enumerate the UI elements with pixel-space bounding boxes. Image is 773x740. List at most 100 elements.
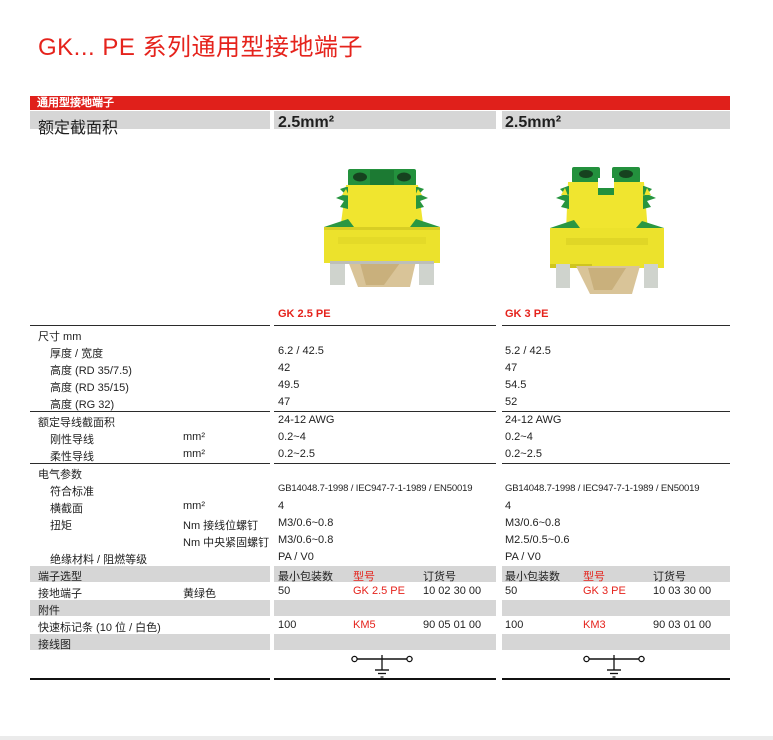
band-left <box>30 111 270 129</box>
spec-row: 扭矩 Nm 接线位螺钉 M3/0.6~0.8 M3/0.6~0.8 <box>30 515 730 532</box>
divider <box>30 411 730 412</box>
rated-value-col1: 2.5mm² <box>278 114 335 131</box>
pkg-qty-col1: 100 <box>278 619 297 631</box>
divider <box>30 325 730 326</box>
spec-row: 柔性导线 mm² 0.2~2.5 0.2~2.5 <box>30 446 730 463</box>
order-header-col2: 订货号 <box>653 571 686 583</box>
section-banner: 通用型接地端子 <box>30 96 730 110</box>
order-number-col2: 90 03 01 00 <box>653 619 712 631</box>
spec-value-col1: 47 <box>278 396 291 408</box>
order-number-col1: 90 05 01 00 <box>423 619 482 631</box>
spec-label: 尺寸 mm <box>38 331 82 343</box>
spec-value-col1: 49.5 <box>278 379 300 391</box>
accessory-label: 附件 <box>38 605 60 617</box>
order-number-col1: 10 02 30 00 <box>423 585 482 597</box>
spec-label: 绝缘材料 / 阻燃等级 <box>50 554 148 566</box>
spec-value-col2: 24-12 AWG <box>505 414 562 426</box>
spec-label: 厚度 / 宽度 <box>50 348 104 360</box>
divider <box>30 463 730 464</box>
spec-value-col2: PA / V0 <box>505 551 541 563</box>
col2-header: GK 3 PE <box>505 308 549 320</box>
accessory-header-row: 附件 <box>30 600 730 617</box>
spec-unit: mm² <box>183 500 205 512</box>
spec-label: 柔性导线 <box>50 451 94 463</box>
spec-label: 电气参数 <box>38 469 82 481</box>
spec-value-col1: M3/0.6~0.8 <box>278 517 334 529</box>
band-left <box>30 600 270 616</box>
band-col1 <box>274 600 496 616</box>
spec-value-col2: 4 <box>505 500 512 512</box>
spec-label: 高度 (RG 32) <box>50 399 115 411</box>
rated-label: 额定截面积 <box>38 120 119 137</box>
ground-terminal-row: 接地端子 黄绿色 50 GK 2.5 PE 10 02 30 00 50 GK … <box>30 583 730 600</box>
spec-unit: Nm 接线位螺钉 <box>183 520 259 532</box>
product-label: 接地端子 <box>38 588 82 600</box>
table-bottom-border <box>30 678 730 680</box>
band-col1 <box>274 566 496 582</box>
band-left <box>30 634 270 650</box>
spec-unit: mm² <box>183 448 205 460</box>
selection-header-row: 端子选型 最小包装数 型号 订货号 最小包装数 型号 订货号 <box>30 566 730 583</box>
spec-label: 扭矩 <box>50 520 72 532</box>
product-photo-gk-2-5-pe <box>324 169 440 287</box>
selection-label: 端子选型 <box>38 571 82 583</box>
band-col2 <box>502 111 730 129</box>
band-col2 <box>502 600 730 616</box>
ground-circuit-icon <box>583 655 645 678</box>
ground-circuit-icon <box>351 655 413 678</box>
column-header-row: GK 2.5 PE GK 3 PE <box>30 303 730 325</box>
spec-row: 刚性导线 mm² 0.2~4 0.2~4 <box>30 429 730 446</box>
model-number-col2: GK 3 PE <box>583 585 626 597</box>
wiring-diagram-header-row: 接线图 <box>30 634 730 651</box>
band-col1 <box>274 111 496 129</box>
page-edge <box>0 736 773 740</box>
spec-value-col2: 5.2 / 42.5 <box>505 345 551 357</box>
spec-row: Nm 中央紧固螺钉 M3/0.6~0.8 M2.5/0.5~0.6 <box>30 532 730 549</box>
spec-value-col1: 0.2~4 <box>278 431 306 443</box>
spec-value-col1: 0.2~2.5 <box>278 448 316 460</box>
spec-value-col2: M2.5/0.5~0.6 <box>505 534 570 546</box>
spec-table: GK 2.5 PE GK 3 PE 尺寸 mm 厚度 / 宽度 6.2 / 42… <box>30 303 730 680</box>
spec-value-col1: 4 <box>278 500 285 512</box>
spec-value-col1: M3/0.6~0.8 <box>278 534 334 546</box>
wiring-diagram-row <box>30 651 730 678</box>
spec-unit: mm² <box>183 431 205 443</box>
rated-cross-section-row: 额定截面积 2.5mm² 2.5mm² <box>30 111 730 137</box>
spec-row: 横截面 mm² 4 4 <box>30 498 730 515</box>
spec-value-col2: GB14048.7-1998 / IEC947-7-1-1989 / EN500… <box>505 483 700 494</box>
spec-row: 高度 (RG 32) 47 52 <box>30 394 730 411</box>
diagram-label: 接线图 <box>38 639 71 651</box>
spec-value-col2: 52 <box>505 396 518 408</box>
model-number-col1: KM5 <box>353 619 376 631</box>
model-number-col1: GK 2.5 PE <box>353 585 405 597</box>
pkg-header-col1: 最小包装数 <box>278 571 333 583</box>
spec-row-wire-section: 额定导线截面积 24-12 AWG 24-12 AWG <box>30 412 730 429</box>
spec-value-col2: 0.2~2.5 <box>505 448 543 460</box>
order-header-col1: 订货号 <box>423 571 456 583</box>
order-number-col2: 10 03 30 00 <box>653 585 712 597</box>
spec-label: 高度 (RD 35/7.5) <box>50 365 132 377</box>
marker-strip-row: 快速标记条 (10 位 / 白色) 100 KM5 90 05 01 00 10… <box>30 617 730 634</box>
spec-row: 绝缘材料 / 阻燃等级 PA / V0 PA / V0 <box>30 549 730 566</box>
spec-row: 厚度 / 宽度 6.2 / 42.5 5.2 / 42.5 <box>30 343 730 360</box>
spec-value-col1: PA / V0 <box>278 551 314 563</box>
spec-row: 高度 (RD 35/15) 49.5 54.5 <box>30 377 730 394</box>
spec-value-col2: 0.2~4 <box>505 431 533 443</box>
spec-value-col2: 54.5 <box>505 379 527 391</box>
spec-row: 符合标准 GB14048.7-1998 / IEC947-7-1-1989 / … <box>30 481 730 498</box>
model-header-col1: 型号 <box>353 571 375 583</box>
spec-value-col1: 6.2 / 42.5 <box>278 345 324 357</box>
pkg-qty-col2: 100 <box>505 619 524 631</box>
spec-value-col1: 42 <box>278 362 291 374</box>
spec-label: 刚性导线 <box>50 434 94 446</box>
spec-value-col2: M3/0.6~0.8 <box>505 517 561 529</box>
spec-row-dimensions: 尺寸 mm <box>30 326 730 343</box>
band-col2 <box>502 634 730 650</box>
band-col1 <box>274 634 496 650</box>
spec-label: 横截面 <box>50 503 83 515</box>
band-col2 <box>502 566 730 582</box>
product-photo-gk-3-pe <box>550 167 664 294</box>
col1-header: GK 2.5 PE <box>278 308 331 320</box>
spec-label: 高度 (RD 35/15) <box>50 382 129 394</box>
